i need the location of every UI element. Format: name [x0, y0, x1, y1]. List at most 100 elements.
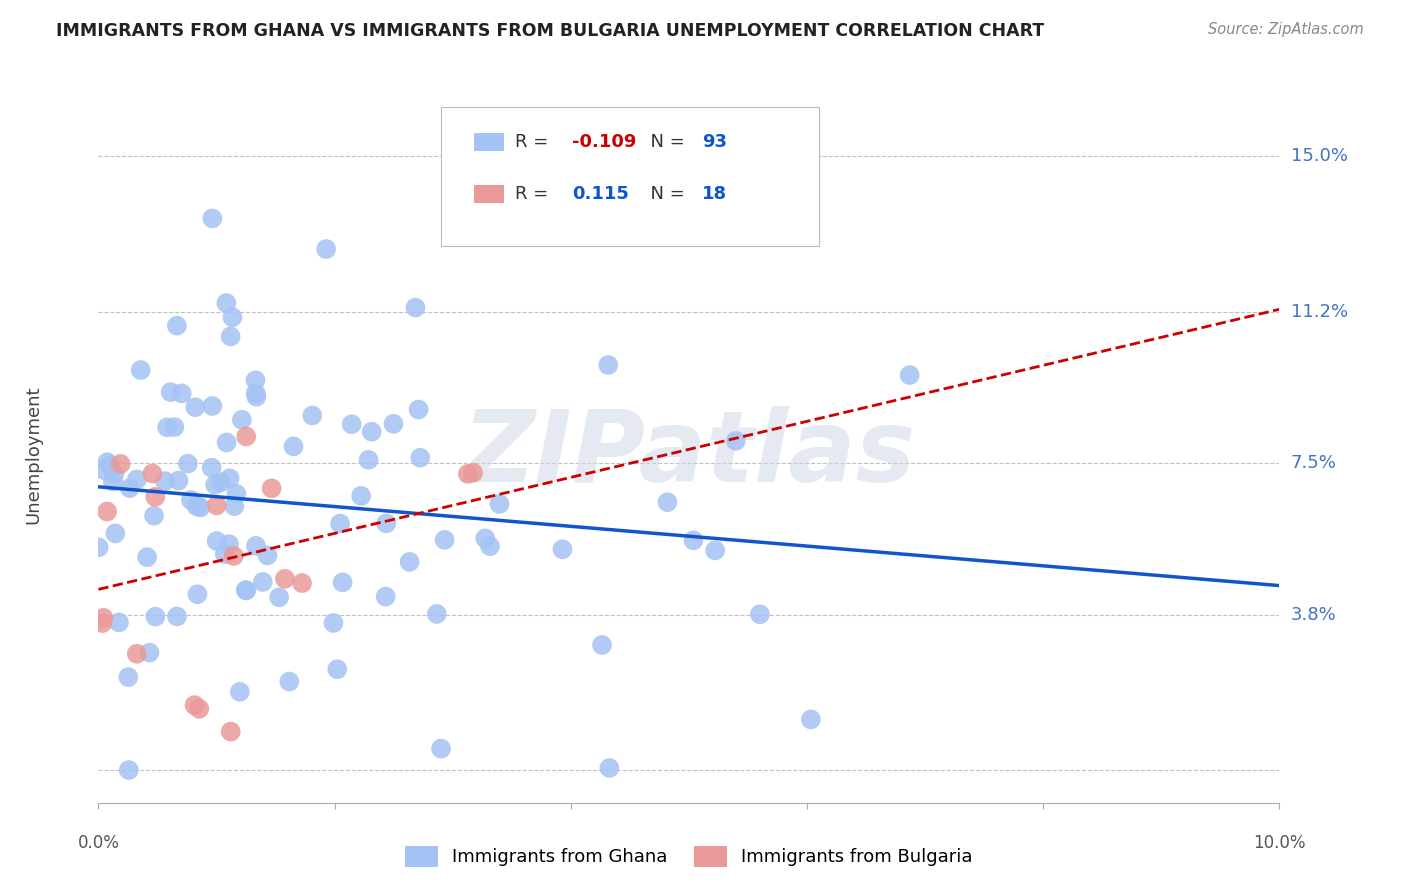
- Point: [186, 587, 208, 601]
- Point: [598, 358, 620, 372]
- Point: [143, 508, 166, 523]
- Point: [463, 466, 485, 480]
- Point: [141, 467, 163, 481]
- Point: [329, 516, 352, 531]
- Point: [104, 526, 127, 541]
- Point: [374, 590, 396, 604]
- Point: [190, 500, 212, 515]
- Point: [219, 724, 242, 739]
- Point: [404, 301, 426, 315]
- Text: ZIPatlas: ZIPatlas: [463, 407, 915, 503]
- Text: -0.109: -0.109: [572, 133, 637, 151]
- Point: [269, 591, 291, 605]
- Point: [170, 386, 193, 401]
- Point: [136, 550, 159, 565]
- Point: [201, 399, 224, 413]
- Point: [209, 475, 232, 490]
- Point: [682, 533, 704, 548]
- Point: [177, 457, 200, 471]
- Text: Unemployment: Unemployment: [24, 385, 42, 524]
- Point: [375, 516, 398, 531]
- Point: [87, 541, 110, 555]
- Point: [222, 549, 245, 563]
- Text: 0.0%: 0.0%: [77, 834, 120, 852]
- Point: [291, 576, 314, 591]
- Point: [153, 474, 176, 488]
- Point: [110, 457, 132, 471]
- Point: [898, 368, 921, 382]
- Text: 7.5%: 7.5%: [1291, 454, 1337, 472]
- Point: [245, 373, 267, 387]
- Point: [398, 555, 420, 569]
- Point: [180, 493, 202, 508]
- Point: [125, 647, 148, 661]
- Text: N =: N =: [640, 185, 690, 203]
- Text: 15.0%: 15.0%: [1291, 147, 1347, 165]
- Point: [245, 539, 267, 553]
- Point: [426, 607, 449, 621]
- Point: [350, 489, 373, 503]
- Point: [457, 467, 479, 481]
- Legend: Immigrants from Ghana, Immigrants from Bulgaria: Immigrants from Ghana, Immigrants from B…: [398, 838, 980, 874]
- Point: [96, 455, 118, 469]
- Point: [245, 390, 267, 404]
- Point: [252, 574, 274, 589]
- Point: [474, 532, 496, 546]
- Text: 0.115: 0.115: [572, 185, 628, 203]
- Text: R =: R =: [516, 185, 554, 203]
- Point: [382, 417, 405, 431]
- Point: [256, 549, 278, 563]
- Point: [408, 402, 430, 417]
- Point: [201, 460, 224, 475]
- Point: [145, 609, 167, 624]
- Point: [245, 386, 267, 401]
- Text: 3.8%: 3.8%: [1291, 606, 1336, 624]
- Point: [724, 434, 747, 448]
- Point: [205, 499, 228, 513]
- Point: [201, 211, 224, 226]
- Point: [214, 547, 236, 561]
- Point: [322, 615, 344, 630]
- Text: 11.2%: 11.2%: [1291, 302, 1348, 321]
- Point: [224, 499, 246, 513]
- Point: [91, 616, 114, 631]
- Point: [215, 435, 238, 450]
- Point: [235, 583, 257, 598]
- Point: [478, 539, 501, 553]
- Point: [218, 537, 240, 551]
- Point: [332, 575, 354, 590]
- Point: [326, 662, 349, 676]
- Point: [205, 533, 228, 548]
- Point: [235, 429, 257, 443]
- FancyBboxPatch shape: [474, 133, 503, 151]
- Point: [488, 497, 510, 511]
- Point: [551, 542, 574, 557]
- Text: 18: 18: [702, 185, 727, 203]
- Point: [184, 401, 207, 415]
- Point: [225, 487, 247, 501]
- Point: [260, 481, 283, 495]
- Point: [357, 453, 380, 467]
- Point: [430, 741, 453, 756]
- Point: [163, 420, 186, 434]
- Point: [204, 477, 226, 491]
- Point: [101, 475, 124, 489]
- Point: [183, 698, 205, 713]
- Point: [159, 385, 181, 400]
- Point: [219, 329, 242, 343]
- Point: [748, 607, 770, 622]
- Point: [274, 572, 297, 586]
- Point: [340, 417, 363, 432]
- FancyBboxPatch shape: [474, 186, 503, 202]
- Point: [188, 702, 211, 716]
- Point: [229, 685, 252, 699]
- Point: [433, 533, 456, 547]
- Point: [215, 296, 238, 310]
- Text: IMMIGRANTS FROM GHANA VS IMMIGRANTS FROM BULGARIA UNEMPLOYMENT CORRELATION CHART: IMMIGRANTS FROM GHANA VS IMMIGRANTS FROM…: [56, 22, 1045, 40]
- Point: [108, 615, 131, 630]
- Point: [125, 472, 148, 486]
- Point: [103, 467, 125, 482]
- Text: Source: ZipAtlas.com: Source: ZipAtlas.com: [1208, 22, 1364, 37]
- Point: [143, 490, 166, 504]
- Point: [118, 763, 141, 777]
